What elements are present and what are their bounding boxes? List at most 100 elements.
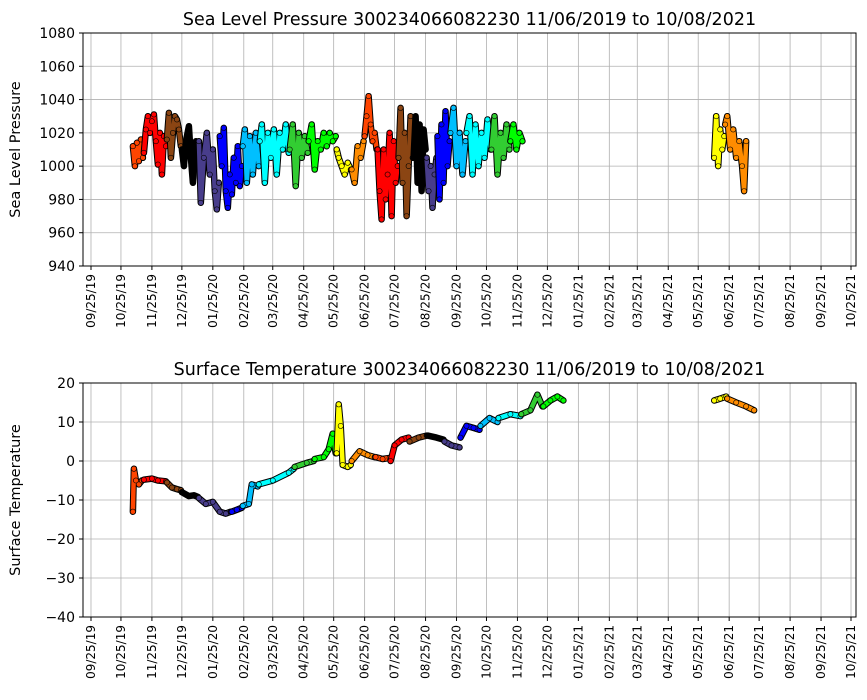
data-point [344,159,351,166]
data-point [270,126,277,133]
x-tick-label: 12/25/19 [175,625,189,679]
data-point [150,111,157,118]
y-tick-label: 940 [48,259,75,275]
segment-line [448,105,468,177]
data-point [209,498,216,505]
y-tick-label: −20 [45,532,75,548]
data-point [163,136,170,143]
data-point [314,138,321,145]
segment-line [541,394,566,409]
data-point [216,133,223,140]
x-tick-label: 12/25/19 [175,274,189,328]
data-point [470,424,477,431]
data-point [154,477,161,484]
data-point [325,446,332,453]
x-tick-label: 06/25/20 [358,625,372,679]
data-point [388,213,395,219]
segment-line [458,423,482,440]
segment-line [217,125,245,211]
segment-line [141,476,169,484]
data-point [185,493,192,499]
data-point [547,397,554,404]
data-point [209,146,216,153]
data-point [751,407,757,414]
data-point [213,206,220,213]
data-point [276,129,283,136]
data-point [320,454,327,460]
data-point [206,171,213,178]
data-point [365,93,372,100]
x-tick-label: 09/25/19 [84,274,98,328]
y-axis-label: Sea Level Pressure [8,81,24,217]
plot-frame [82,32,857,267]
data-point [226,171,233,178]
data-point [282,121,289,128]
data-point [741,188,747,194]
y-tick-label: 980 [48,192,75,208]
data-point [722,121,729,128]
data-point [436,196,443,203]
y-tick-label: 20 [57,376,75,392]
data-point [139,154,146,161]
data-point [163,479,170,486]
x-tick-label: 09/25/19 [84,625,98,679]
data-point [348,458,355,464]
data-point [140,476,147,483]
data-point [510,121,517,128]
data-point [448,442,455,449]
data-point [424,432,431,439]
data-point [245,500,252,507]
data-point [719,146,726,153]
data-series [129,391,758,517]
data-point [412,113,419,120]
data-point [326,129,333,136]
x-tick-label: 01/25/20 [206,625,220,679]
data-point [507,411,514,418]
data-point [311,166,318,173]
data-point [133,139,140,146]
x-tick-label: 09/25/21 [814,625,828,679]
data-point [351,179,358,186]
data-point [727,146,734,153]
segment-line [724,396,757,413]
data-point [232,179,239,186]
data-point [425,188,432,194]
x-tick-label: 10/25/21 [844,625,858,679]
data-point [386,129,393,136]
data-point [222,188,229,194]
data-point [230,154,237,161]
segment-line [130,137,146,169]
data-point [369,138,376,145]
data-point [560,397,567,404]
data-point [195,138,202,145]
data-point [441,438,448,445]
data-point [444,163,451,169]
data-point [286,146,293,153]
data-point [357,154,364,161]
data-point [423,154,430,161]
x-tick-label: 10/25/21 [844,274,858,328]
x-tick-label: 03/25/21 [630,274,644,328]
data-point [457,434,464,441]
data-point [372,454,379,460]
data-point [463,422,470,429]
data-point [255,481,262,488]
data-point [733,154,740,161]
data-point [378,216,385,223]
data-point [148,475,155,482]
data-point [323,143,330,150]
data-point [379,456,386,462]
data-point [289,121,296,128]
data-point [335,401,342,408]
data-point [185,123,192,130]
data-point [730,126,737,133]
data-point [354,143,361,150]
data-point [279,146,286,153]
data-point [466,113,473,120]
x-tick-label: 07/25/20 [388,625,402,679]
data-point [135,158,142,164]
data-point [743,138,749,145]
data-point [376,188,383,194]
data-point [450,105,457,111]
data-point [495,415,502,421]
